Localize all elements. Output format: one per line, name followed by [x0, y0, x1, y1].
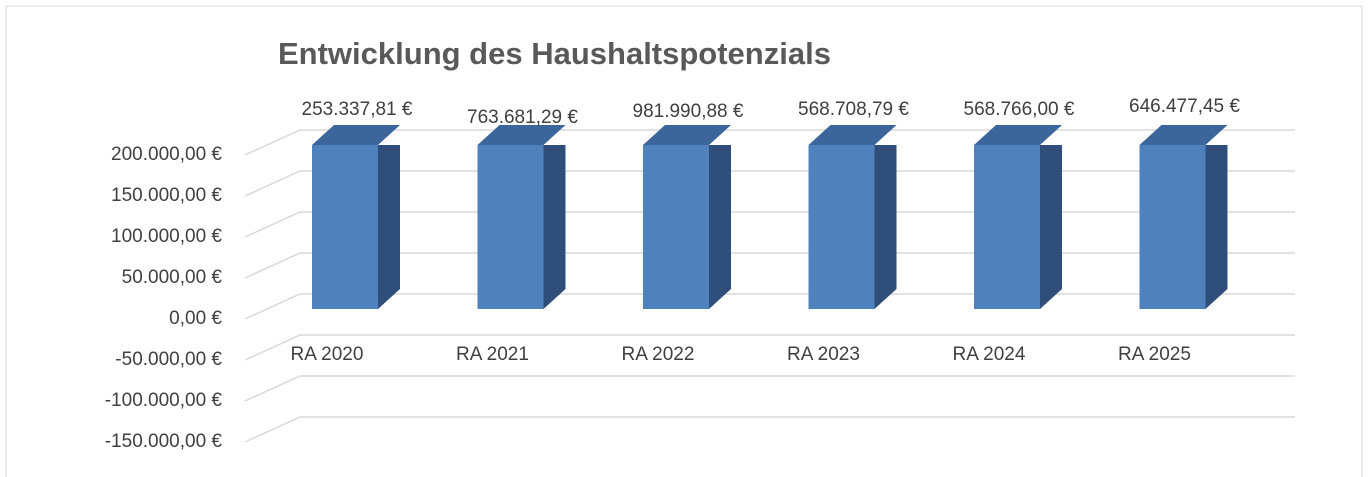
bar-front — [808, 145, 875, 309]
x-tick-label: RA 2021 — [456, 344, 529, 365]
bar-body — [477, 145, 566, 309]
bar-body — [808, 145, 897, 309]
y-tick-label: -50.000,00 € — [115, 349, 222, 370]
y-tick-label: 100.000,00 € — [111, 226, 222, 247]
grid-line — [244, 129, 1295, 156]
bar-top — [1139, 125, 1228, 145]
x-tick-label: RA 2022 — [622, 344, 695, 365]
bar-front — [974, 145, 1040, 309]
x-tick-label: RA 2024 — [953, 344, 1026, 365]
bar — [477, 125, 566, 309]
bar-top — [477, 125, 566, 145]
y-tick-label: -100.000,00 € — [105, 390, 223, 411]
bar — [643, 125, 731, 310]
grid-line — [244, 375, 1295, 402]
bar-body — [974, 145, 1062, 309]
bar-side — [709, 145, 731, 309]
bar-side — [1040, 145, 1062, 309]
bar-body — [643, 145, 731, 310]
y-tick-label: 0,00 € — [169, 308, 222, 329]
bar-side — [543, 145, 566, 309]
x-tick-label: RA 2020 — [291, 344, 364, 365]
bar-top — [312, 125, 400, 145]
data-label: 763.681,29 € — [467, 107, 578, 128]
grid-line — [244, 170, 1295, 197]
bar-front — [312, 145, 378, 309]
bar-body — [312, 145, 400, 309]
bar-side — [378, 145, 400, 309]
chart-frame — [5, 5, 1363, 477]
y-tick-label: -150.000,00 € — [105, 431, 223, 452]
x-tick-label: RA 2025 — [1118, 344, 1191, 365]
bar-body — [1139, 145, 1228, 309]
bar-front — [643, 145, 709, 310]
data-label: 981.990,88 € — [633, 101, 744, 122]
y-tick-label: 50.000,00 € — [122, 267, 223, 288]
bar-top — [974, 125, 1062, 145]
bar-front — [1139, 145, 1206, 309]
grid-line — [244, 252, 1295, 279]
data-label: 568.708,79 € — [798, 99, 909, 120]
grid-line — [244, 334, 1295, 361]
data-label: 646.477,45 € — [1129, 96, 1240, 117]
bar-side — [874, 145, 897, 309]
bar — [1139, 125, 1228, 309]
bar-top — [808, 125, 897, 145]
chart-title: Entwicklung des Haushaltspotenzials — [278, 36, 831, 71]
bar — [808, 125, 897, 309]
grid-line — [244, 293, 1295, 320]
x-tick-label: RA 2023 — [787, 344, 860, 365]
bar-front — [477, 145, 544, 309]
bar-side — [1205, 145, 1228, 309]
grid-line — [244, 416, 1295, 443]
y-tick-label: 150.000,00 € — [111, 185, 222, 206]
data-label: 253.337,81 € — [302, 99, 413, 120]
y-tick-label: 200.000,00 € — [111, 144, 222, 165]
bar-top — [643, 125, 731, 145]
grid-line — [244, 211, 1295, 238]
data-label: 568.766,00 € — [964, 99, 1075, 120]
bar — [974, 125, 1062, 309]
bar — [312, 125, 400, 309]
